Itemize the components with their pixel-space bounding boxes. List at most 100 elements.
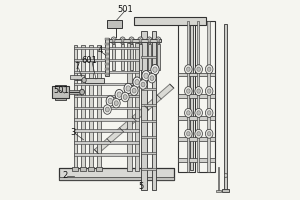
- Text: 5: 5: [138, 182, 144, 191]
- Ellipse shape: [207, 111, 211, 115]
- Ellipse shape: [148, 39, 151, 42]
- Bar: [96, 167, 102, 171]
- Bar: [105, 48, 109, 50]
- Ellipse shape: [187, 89, 190, 93]
- Ellipse shape: [206, 65, 213, 74]
- Bar: [218, 167, 219, 191]
- Bar: [157, 44, 160, 70]
- Bar: [58, 177, 174, 180]
- Bar: [190, 25, 193, 170]
- Text: 4: 4: [98, 46, 104, 55]
- Ellipse shape: [197, 132, 200, 136]
- Bar: [74, 107, 139, 109]
- Bar: [141, 152, 156, 154]
- Bar: [89, 45, 93, 168]
- Ellipse shape: [133, 77, 141, 87]
- Bar: [141, 40, 156, 42]
- Bar: [215, 190, 221, 192]
- Ellipse shape: [195, 65, 202, 74]
- Bar: [141, 31, 147, 190]
- Ellipse shape: [206, 108, 213, 117]
- Bar: [69, 90, 82, 94]
- Text: 7: 7: [74, 62, 80, 71]
- Bar: [88, 167, 94, 171]
- Ellipse shape: [156, 37, 161, 44]
- Bar: [141, 136, 156, 138]
- Ellipse shape: [144, 73, 148, 78]
- Ellipse shape: [184, 108, 192, 117]
- Bar: [82, 45, 85, 168]
- Bar: [141, 72, 156, 74]
- Bar: [105, 53, 109, 55]
- Bar: [134, 17, 206, 25]
- Ellipse shape: [129, 37, 134, 44]
- Bar: [141, 56, 156, 58]
- Bar: [105, 38, 109, 40]
- Ellipse shape: [135, 79, 139, 85]
- Ellipse shape: [112, 98, 120, 108]
- Bar: [109, 39, 161, 42]
- Bar: [55, 85, 66, 100]
- Bar: [224, 24, 227, 191]
- Ellipse shape: [206, 129, 213, 138]
- Bar: [178, 94, 214, 98]
- Bar: [187, 21, 189, 171]
- Ellipse shape: [105, 107, 109, 112]
- Ellipse shape: [103, 105, 111, 114]
- Bar: [141, 104, 156, 106]
- Bar: [178, 158, 214, 162]
- Bar: [107, 20, 122, 28]
- Ellipse shape: [132, 88, 136, 93]
- Bar: [52, 86, 69, 98]
- Ellipse shape: [130, 39, 133, 42]
- Bar: [74, 45, 77, 168]
- Text: 3: 3: [70, 128, 76, 137]
- Ellipse shape: [207, 67, 211, 71]
- Bar: [207, 21, 210, 171]
- Bar: [72, 167, 78, 171]
- Text: 2: 2: [62, 171, 68, 180]
- Ellipse shape: [126, 86, 130, 91]
- Ellipse shape: [121, 92, 129, 102]
- Bar: [105, 43, 109, 45]
- Bar: [105, 58, 109, 60]
- Bar: [74, 95, 139, 97]
- Ellipse shape: [187, 132, 190, 136]
- Bar: [178, 137, 214, 141]
- Bar: [105, 63, 109, 65]
- Ellipse shape: [187, 67, 190, 71]
- Ellipse shape: [111, 37, 116, 44]
- Bar: [74, 59, 139, 61]
- Bar: [198, 21, 214, 171]
- Text: 601: 601: [81, 56, 97, 65]
- Ellipse shape: [184, 87, 192, 96]
- Ellipse shape: [207, 89, 211, 93]
- Ellipse shape: [139, 80, 147, 89]
- Ellipse shape: [187, 111, 190, 115]
- Bar: [98, 45, 101, 168]
- Ellipse shape: [148, 73, 156, 83]
- Ellipse shape: [157, 39, 160, 42]
- Bar: [134, 43, 139, 171]
- Bar: [80, 167, 86, 171]
- Ellipse shape: [147, 37, 152, 44]
- Text: 501: 501: [117, 5, 133, 14]
- Ellipse shape: [195, 87, 202, 96]
- Ellipse shape: [206, 87, 213, 96]
- Bar: [74, 118, 139, 121]
- Ellipse shape: [139, 39, 142, 42]
- Ellipse shape: [184, 129, 192, 138]
- Ellipse shape: [141, 82, 145, 87]
- Bar: [141, 168, 156, 170]
- Bar: [112, 44, 115, 70]
- Bar: [141, 120, 156, 122]
- Ellipse shape: [142, 71, 150, 81]
- Bar: [105, 38, 109, 76]
- Bar: [152, 31, 156, 190]
- Bar: [74, 153, 139, 156]
- Ellipse shape: [195, 108, 202, 117]
- Bar: [178, 21, 195, 171]
- Ellipse shape: [115, 89, 123, 100]
- Ellipse shape: [108, 98, 112, 104]
- Ellipse shape: [197, 67, 200, 71]
